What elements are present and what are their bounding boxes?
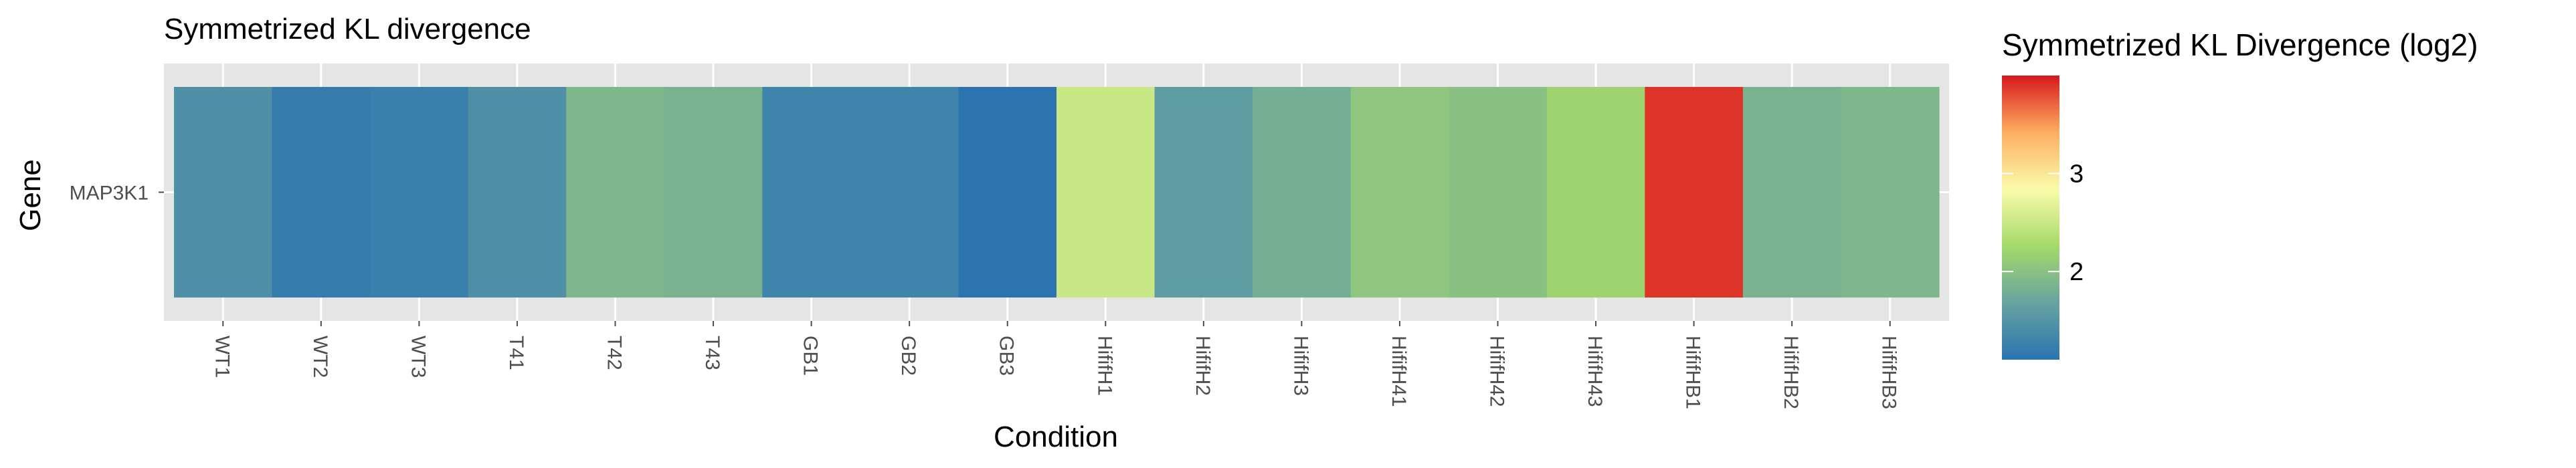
x-tick-label: HififH43 — [1584, 336, 1606, 407]
heatmap-cell — [174, 87, 273, 298]
x-tick-label: HififHB3 — [1878, 336, 1900, 409]
heatmap-cell — [1350, 87, 1449, 298]
heatmap-cell — [1154, 87, 1253, 298]
x-tick-label: GB3 — [996, 336, 1018, 376]
x-tick-label: HififH41 — [1388, 336, 1410, 407]
x-tick-label: HififHB1 — [1682, 336, 1704, 409]
heatmap-cell — [1253, 87, 1352, 298]
y-tick-labels: MAP3K1 — [70, 183, 164, 205]
heatmap-cell — [860, 87, 959, 298]
heatmap-cell — [1449, 87, 1548, 298]
x-tick-label: T42 — [604, 336, 626, 370]
legend-ticks: 23 — [2002, 160, 2084, 286]
legend-colorbar — [2002, 76, 2059, 360]
heatmap-cell — [762, 87, 861, 298]
legend-title: Symmetrized KL Divergence (log2) — [2002, 27, 2478, 62]
legend-tick-label: 3 — [2069, 160, 2084, 189]
heatmap-cell — [1645, 87, 1744, 298]
x-tick-label: HififH2 — [1192, 336, 1214, 396]
heatmap-tiles — [174, 87, 1940, 298]
y-axis-label: Gene — [14, 159, 47, 231]
x-tick-label: T43 — [701, 336, 723, 370]
heatmap-cell — [272, 87, 371, 298]
x-tick-labels: WT1 WT2 WT3 T41 T42 T43 GB1 GB2 GB3 HififH1 HififH… — [211, 336, 1900, 409]
heatmap-cell — [468, 87, 567, 298]
heatmap-cell — [958, 87, 1057, 298]
x-tick-label: HififH3 — [1289, 336, 1311, 396]
heatmap-cell — [1056, 87, 1156, 298]
x-axis-label: Condition — [994, 421, 1118, 453]
x-tick-label: HififH1 — [1093, 336, 1115, 396]
x-tick-label: T41 — [505, 336, 527, 370]
x-axis-ticks — [222, 321, 1891, 326]
x-tick-label: HififHB2 — [1780, 336, 1802, 409]
y-tick-label: MAP3K1 — [70, 183, 149, 205]
heatmap-cell — [664, 87, 763, 298]
heatmap-cell — [1546, 87, 1645, 298]
legend-tick-label: 2 — [2069, 258, 2084, 286]
heatmap-cell — [566, 87, 665, 298]
x-tick-label: WT1 — [211, 336, 233, 378]
chart-title: Symmetrized KL divergence — [164, 13, 531, 45]
heatmap-cell — [370, 87, 469, 298]
heatmap-cell — [1841, 87, 1940, 298]
x-tick-label: WT2 — [309, 336, 331, 378]
x-tick-label: GB2 — [897, 336, 919, 376]
x-tick-label: WT3 — [407, 336, 429, 378]
x-tick-label: GB1 — [800, 336, 822, 376]
heatmap-cell — [1742, 87, 1842, 298]
x-tick-label: HififH42 — [1486, 336, 1508, 407]
